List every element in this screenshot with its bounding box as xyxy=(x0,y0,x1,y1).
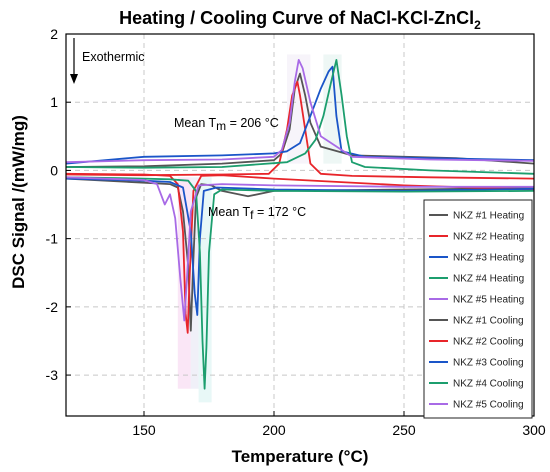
x-axis-label: Temperature (°C) xyxy=(232,447,369,466)
x-tick-label: 150 xyxy=(132,422,156,438)
series-line-10 xyxy=(65,59,535,164)
y-axis-label: DSC Signal /(mW/mg) xyxy=(9,115,28,289)
x-tick-label: 200 xyxy=(262,422,286,438)
legend-entry-4: NKZ #4 Heating xyxy=(453,274,524,285)
band-cooling-2 xyxy=(323,54,342,164)
mean-tf-annotation: Mean Tf = 172 °C xyxy=(208,205,306,222)
y-tick-label: 1 xyxy=(50,94,58,110)
y-tick-label: 2 xyxy=(50,26,58,42)
axis-ticks: 150 200 250 300 -3 -2 -1 0 1 2 xyxy=(46,26,546,438)
chart-title-subscript: 2 xyxy=(474,18,481,32)
mean-tm-annotation: Mean Tm = 206 °C xyxy=(174,116,279,133)
legend-entry-5: NKZ #5 Heating xyxy=(453,295,524,306)
y-tick-label: -3 xyxy=(46,367,59,383)
series-lines xyxy=(65,59,535,390)
series-line-5 xyxy=(65,176,534,322)
legend-entry-10: NKZ #5 Cooling xyxy=(453,400,524,411)
mean-tf-sub: f xyxy=(250,208,254,222)
band-cooling-1 xyxy=(287,54,311,164)
y-tick-label: 0 xyxy=(50,162,58,178)
exothermic-arrow-head xyxy=(70,74,78,84)
x-tick-label: 250 xyxy=(392,422,416,438)
legend-entry-6: NKZ #1 Cooling xyxy=(453,316,524,327)
chart-title: Heating / Cooling Curve of NaCl-KCl-ZnCl… xyxy=(119,8,481,32)
y-tick-label: -2 xyxy=(46,299,59,315)
x-tick-label: 300 xyxy=(522,422,546,438)
legend: NKZ #1 Heating NKZ #2 Heating NKZ #3 Heati… xyxy=(423,199,533,419)
series-line-9 xyxy=(65,59,535,175)
mean-tm-sub: m xyxy=(216,119,226,133)
exothermic-annotation: Exothermic xyxy=(70,38,145,84)
series-line-2 xyxy=(65,172,535,334)
legend-entry-9: NKZ #4 Cooling xyxy=(453,379,524,390)
mean-tf-prefix: Mean T xyxy=(208,205,251,219)
series-line-4 xyxy=(65,176,535,390)
mean-tm-prefix: Mean T xyxy=(174,116,217,130)
series-line-8 xyxy=(65,65,535,165)
chart-title-main: Heating / Cooling Curve of NaCl-KCl-ZnCl xyxy=(119,8,474,28)
mean-tf-value: = 172 °C xyxy=(254,205,307,219)
series-line-7 xyxy=(65,80,535,180)
y-tick-label: -1 xyxy=(46,231,59,247)
legend-entry-1: NKZ #1 Heating xyxy=(453,211,524,222)
mean-tm-value: = 206 °C xyxy=(226,116,279,130)
legend-entry-8: NKZ #3 Cooling xyxy=(453,358,524,369)
plot-frame xyxy=(65,33,535,417)
series-line-3 xyxy=(65,177,535,316)
series-line-1 xyxy=(65,177,535,332)
exothermic-label: Exothermic xyxy=(82,50,145,64)
legend-entry-3: NKZ #3 Heating xyxy=(453,253,524,264)
legend-entry-2: NKZ #2 Heating xyxy=(453,232,524,243)
legend-entry-7: NKZ #2 Cooling xyxy=(453,337,524,348)
